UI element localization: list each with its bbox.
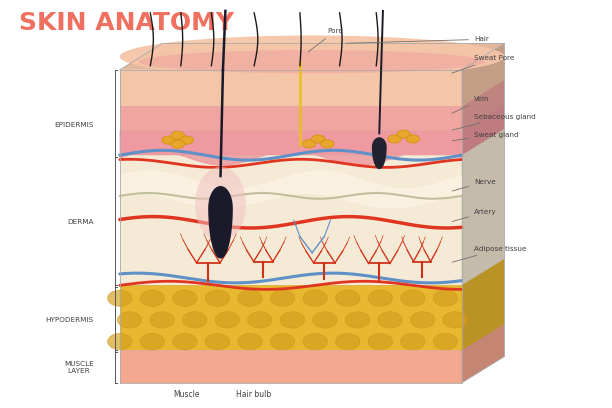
- Ellipse shape: [411, 312, 435, 328]
- Ellipse shape: [271, 290, 295, 306]
- Ellipse shape: [312, 135, 325, 143]
- Polygon shape: [120, 155, 461, 287]
- Polygon shape: [461, 104, 504, 157]
- Polygon shape: [461, 259, 504, 353]
- Ellipse shape: [303, 290, 327, 306]
- Text: SKIN ANATOMY: SKIN ANATOMY: [19, 11, 234, 35]
- Polygon shape: [209, 187, 232, 258]
- Ellipse shape: [388, 135, 401, 143]
- Ellipse shape: [182, 312, 207, 328]
- Ellipse shape: [140, 290, 165, 306]
- Ellipse shape: [173, 290, 197, 306]
- Text: Vein: Vein: [452, 96, 490, 113]
- Ellipse shape: [433, 290, 458, 306]
- Polygon shape: [120, 43, 504, 70]
- Text: Sweat Pore: Sweat Pore: [452, 55, 514, 73]
- Ellipse shape: [215, 312, 239, 328]
- Ellipse shape: [238, 290, 262, 306]
- Ellipse shape: [345, 312, 370, 328]
- Polygon shape: [120, 285, 461, 353]
- Ellipse shape: [108, 333, 132, 350]
- Ellipse shape: [180, 136, 193, 144]
- Text: Adipose tissue: Adipose tissue: [452, 246, 526, 262]
- Ellipse shape: [205, 290, 230, 306]
- Ellipse shape: [171, 131, 184, 140]
- Ellipse shape: [397, 130, 411, 138]
- Ellipse shape: [303, 333, 327, 350]
- Polygon shape: [461, 43, 504, 109]
- Text: Nerve: Nerve: [452, 179, 496, 191]
- Polygon shape: [120, 106, 461, 133]
- Text: Hair bulb: Hair bulb: [236, 390, 272, 399]
- Text: Sweat gland: Sweat gland: [452, 132, 518, 141]
- Ellipse shape: [271, 333, 295, 350]
- Ellipse shape: [139, 50, 485, 73]
- Polygon shape: [461, 80, 504, 133]
- Ellipse shape: [108, 290, 132, 306]
- Text: DERMA: DERMA: [67, 219, 94, 225]
- Ellipse shape: [118, 312, 142, 328]
- Ellipse shape: [248, 312, 272, 328]
- Text: Sebaceous gland: Sebaceous gland: [452, 113, 536, 130]
- Text: Artery: Artery: [452, 209, 496, 222]
- Ellipse shape: [205, 333, 230, 350]
- Text: Muscle: Muscle: [174, 390, 200, 399]
- Ellipse shape: [368, 290, 392, 306]
- Ellipse shape: [406, 135, 420, 143]
- Ellipse shape: [195, 166, 246, 242]
- Polygon shape: [461, 129, 504, 287]
- Ellipse shape: [368, 333, 392, 350]
- Text: HYPODERMIS: HYPODERMIS: [45, 317, 94, 323]
- Text: Hair: Hair: [345, 36, 489, 43]
- Ellipse shape: [378, 312, 402, 328]
- Text: MUSCLE
LAYER: MUSCLE LAYER: [64, 361, 94, 374]
- Ellipse shape: [171, 140, 184, 148]
- Ellipse shape: [313, 312, 337, 328]
- Ellipse shape: [433, 333, 458, 350]
- Ellipse shape: [173, 333, 197, 350]
- Ellipse shape: [238, 333, 262, 350]
- Ellipse shape: [162, 136, 175, 144]
- Text: EPIDERMIS: EPIDERMIS: [54, 122, 94, 128]
- Ellipse shape: [321, 140, 334, 148]
- Ellipse shape: [150, 312, 174, 328]
- Polygon shape: [120, 131, 461, 157]
- Ellipse shape: [401, 333, 425, 350]
- Ellipse shape: [140, 333, 165, 350]
- Text: Pore: Pore: [308, 28, 343, 52]
- Ellipse shape: [401, 290, 425, 306]
- Ellipse shape: [443, 312, 468, 328]
- Ellipse shape: [335, 333, 360, 350]
- Ellipse shape: [120, 35, 504, 78]
- Ellipse shape: [280, 312, 305, 328]
- Polygon shape: [461, 324, 504, 383]
- Polygon shape: [373, 138, 386, 169]
- Ellipse shape: [302, 140, 316, 148]
- Polygon shape: [120, 350, 461, 383]
- Ellipse shape: [335, 290, 360, 306]
- Polygon shape: [120, 70, 461, 109]
